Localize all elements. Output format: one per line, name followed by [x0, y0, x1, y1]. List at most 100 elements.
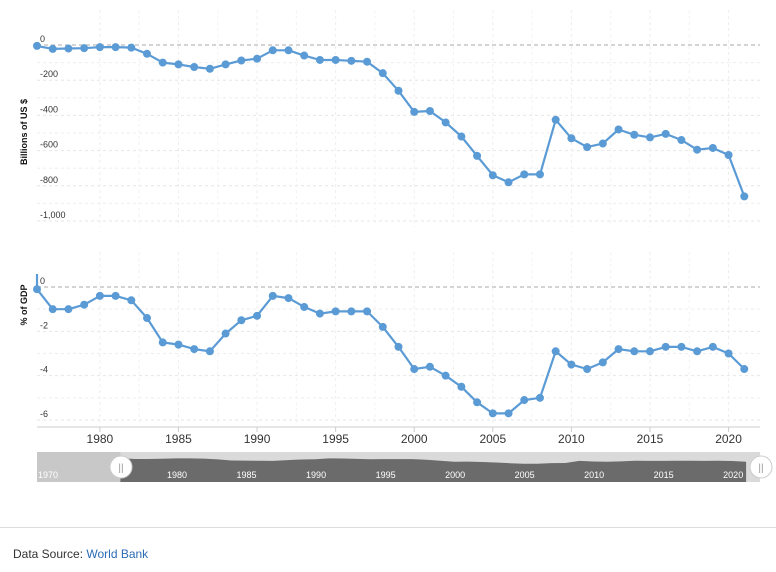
data-point[interactable] — [677, 342, 686, 351]
data-point[interactable] — [425, 107, 434, 115]
data-point[interactable] — [363, 57, 372, 66]
data-point[interactable] — [331, 307, 340, 316]
data-point[interactable] — [567, 134, 576, 143]
data-point[interactable] — [520, 170, 529, 179]
data-source-link[interactable]: World Bank — [86, 547, 149, 561]
data-point[interactable] — [567, 360, 576, 369]
data-point[interactable] — [347, 56, 356, 65]
data-point[interactable] — [33, 41, 41, 50]
data-point[interactable] — [410, 107, 419, 116]
data-point[interactable] — [583, 143, 592, 152]
data-point[interactable] — [237, 316, 246, 325]
data-point[interactable] — [708, 342, 717, 351]
data-point[interactable] — [378, 69, 387, 78]
data-point[interactable] — [724, 151, 733, 159]
data-point[interactable] — [268, 291, 277, 300]
data-point[interactable] — [284, 294, 293, 303]
data-point[interactable] — [551, 347, 560, 356]
data-point[interactable] — [48, 44, 57, 53]
data-point[interactable] — [347, 307, 356, 316]
data-point[interactable] — [143, 49, 152, 58]
range-navigator[interactable]: 1970 1980 1985 1990 1995 2000 2005 2010 2015 2020… — [37, 452, 773, 482]
data-point[interactable] — [473, 398, 482, 407]
data-point[interactable] — [504, 409, 513, 418]
navigator-label: 2010 — [584, 470, 604, 480]
data-point[interactable] — [221, 329, 230, 338]
data-point[interactable] — [457, 132, 466, 141]
data-point[interactable] — [645, 133, 654, 142]
data-point[interactable] — [48, 305, 57, 314]
data-point[interactable] — [363, 307, 372, 316]
data-point[interactable] — [630, 347, 639, 356]
data-point[interactable] — [221, 60, 230, 69]
data-point[interactable] — [677, 136, 686, 145]
data-point[interactable] — [583, 365, 592, 374]
data-point[interactable] — [488, 409, 497, 418]
data-point[interactable] — [315, 309, 324, 318]
data-point[interactable] — [315, 55, 324, 64]
data-point[interactable] — [693, 347, 702, 356]
data-point[interactable] — [520, 396, 529, 405]
data-point[interactable] — [661, 129, 670, 138]
data-point[interactable] — [378, 322, 387, 331]
data-point[interactable] — [205, 347, 214, 356]
data-point[interactable] — [300, 302, 309, 311]
data-point[interactable] — [127, 296, 136, 305]
data-point[interactable] — [708, 143, 717, 152]
data-point[interactable] — [441, 118, 450, 127]
data-point[interactable] — [551, 115, 560, 124]
data-point[interactable] — [143, 314, 152, 323]
navigator-label: 1990 — [306, 470, 326, 480]
data-point[interactable] — [535, 393, 544, 402]
data-point[interactable] — [394, 342, 403, 351]
data-point[interactable] — [64, 305, 73, 314]
data-point[interactable] — [410, 365, 419, 374]
data-point[interactable] — [661, 342, 670, 351]
data-point[interactable] — [630, 130, 639, 139]
data-point[interactable] — [64, 44, 73, 53]
data-point[interactable] — [473, 151, 482, 160]
navigator-label: 1970 — [38, 470, 58, 480]
data-point[interactable] — [190, 63, 199, 71]
data-point[interactable] — [190, 345, 199, 354]
navigator-right-handle[interactable]: || — [749, 455, 773, 479]
data-point[interactable] — [488, 171, 497, 180]
data-point[interactable] — [441, 371, 450, 380]
data-point[interactable] — [504, 178, 513, 187]
navigator-left-handle[interactable]: || — [109, 455, 133, 479]
data-point[interactable] — [535, 170, 544, 179]
data-point[interactable] — [331, 55, 340, 64]
data-point[interactable] — [614, 345, 623, 354]
data-point[interactable] — [95, 43, 104, 52]
data-point[interactable] — [253, 54, 262, 63]
data-point[interactable] — [205, 64, 214, 73]
data-point[interactable] — [614, 125, 623, 134]
data-point[interactable] — [237, 56, 246, 65]
data-point[interactable] — [724, 349, 733, 358]
data-point[interactable] — [80, 44, 89, 53]
data-point[interactable] — [740, 192, 749, 201]
data-point[interactable] — [598, 139, 607, 148]
data-point[interactable] — [693, 145, 702, 154]
data-point[interactable] — [80, 300, 89, 309]
data-point[interactable] — [598, 358, 607, 367]
data-point[interactable] — [300, 51, 309, 60]
data-point[interactable] — [174, 60, 183, 69]
data-point[interactable] — [127, 43, 136, 52]
data-point[interactable] — [158, 58, 167, 67]
data-point[interactable] — [158, 338, 167, 347]
y-tick-label: -6 — [40, 409, 48, 419]
data-point[interactable] — [284, 46, 293, 55]
data-point[interactable] — [95, 291, 104, 300]
data-point[interactable] — [111, 291, 120, 300]
data-point[interactable] — [174, 340, 183, 349]
data-point[interactable] — [111, 43, 120, 52]
data-point[interactable] — [253, 311, 262, 320]
data-point[interactable] — [457, 382, 466, 391]
data-point[interactable] — [425, 362, 434, 371]
data-point[interactable] — [740, 365, 749, 374]
data-point[interactable] — [645, 347, 654, 356]
data-point[interactable] — [394, 86, 403, 95]
data-point[interactable] — [268, 46, 277, 55]
data-point[interactable] — [33, 285, 41, 294]
